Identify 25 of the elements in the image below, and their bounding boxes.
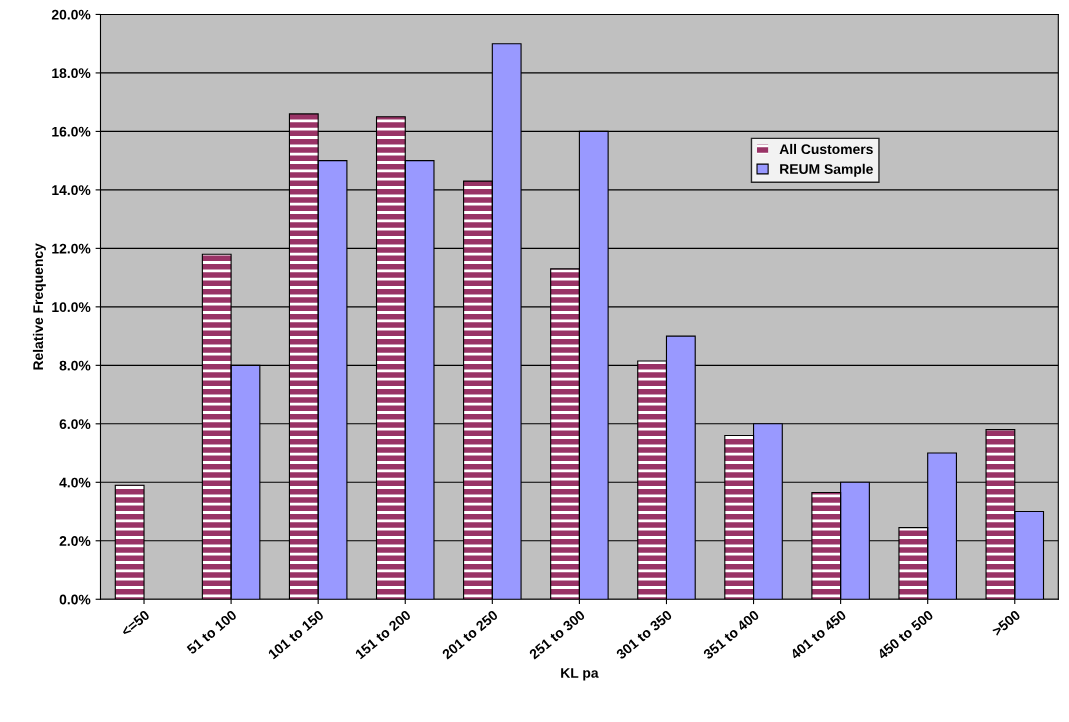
y-tick-label: 0.0% <box>59 594 91 605</box>
y-tick-label: 16.0% <box>52 126 91 137</box>
y-tick-label: 2.0% <box>59 536 91 546</box>
x-tick-label: 401 to 450 <box>789 609 847 660</box>
y-axis-title: Relative Frequency <box>32 243 46 370</box>
y-tick-label: 20.0% <box>51 9 91 20</box>
y-tick-label: 8.0% <box>59 360 91 371</box>
x-tick-label: <=50 <box>120 609 151 637</box>
x-tick-label: 101 to 150 <box>267 609 325 660</box>
x-tick-label: 351 to 400 <box>702 609 760 660</box>
x-tick-label: 301 to 350 <box>615 609 673 660</box>
x-tick-label: 151 to 200 <box>354 609 412 660</box>
x-tick-label: 51 to 100 <box>186 609 238 655</box>
x-tick-label: 201 to 250 <box>441 609 499 660</box>
x-axis-title: KL pa <box>561 668 599 681</box>
y-tick-label: 6.0% <box>59 419 91 429</box>
y-tick-label: 4.0% <box>59 477 91 488</box>
legend-label: All Customers <box>779 143 873 155</box>
y-tick-label: 12.0% <box>52 243 91 254</box>
x-tick-label: 251 to 300 <box>528 609 586 660</box>
y-tick-label: 14.0% <box>52 185 91 196</box>
x-tick-label: 450 to 500 <box>876 609 934 660</box>
legend-label: REUM Sample <box>780 163 873 177</box>
y-tick-label: 10.0% <box>52 302 91 313</box>
y-tick-label: 18.0% <box>52 68 91 79</box>
